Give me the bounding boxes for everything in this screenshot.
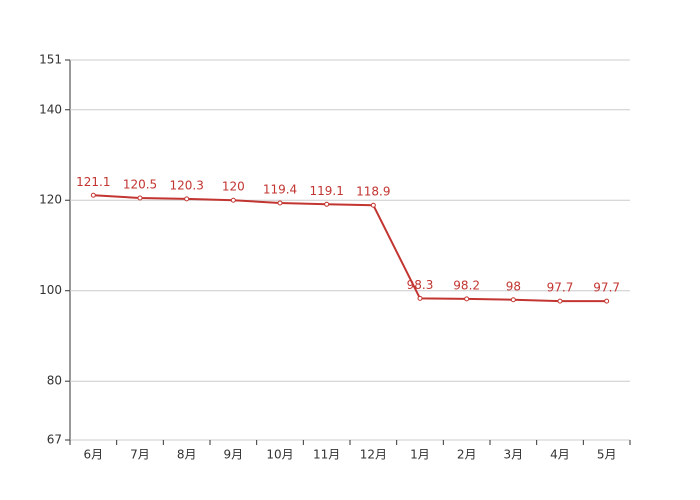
y-tick-label: 151 — [39, 53, 62, 67]
data-label: 120.5 — [123, 177, 157, 191]
data-label: 120.3 — [169, 178, 203, 192]
data-point — [184, 196, 190, 202]
data-label: 118.9 — [356, 185, 390, 199]
series-line — [93, 194, 607, 303]
x-tick-label: 11月 — [313, 448, 340, 462]
data-point — [464, 296, 470, 302]
x-tick-label: 6月 — [84, 448, 104, 462]
data-point — [90, 192, 96, 198]
x-tick-label: 8月 — [177, 448, 197, 462]
y-tick-label: 140 — [39, 102, 62, 116]
x-tick-label: 1月 — [410, 448, 430, 462]
x-tick-label: 2月 — [457, 448, 477, 462]
data-label: 119.1 — [309, 184, 343, 198]
data-point — [370, 202, 376, 208]
data-point — [277, 200, 283, 206]
data-point — [137, 195, 143, 201]
data-label: 98 — [506, 279, 521, 293]
x-tick-label: 10月 — [266, 448, 293, 462]
x-tick-label: 9月 — [224, 448, 244, 462]
data-label: 119.4 — [263, 182, 297, 196]
data-label: 98.2 — [453, 278, 480, 292]
data-label: 121.1 — [76, 175, 110, 189]
x-tick-label: 4月 — [550, 448, 570, 462]
x-tick-label: 3月 — [504, 448, 524, 462]
x-tick-label: 5月 — [597, 448, 617, 462]
x-tick-label: 7月 — [130, 448, 150, 462]
y-tick-label: 67 — [47, 433, 62, 447]
data-point — [324, 201, 330, 207]
x-tick-label: 12月 — [360, 448, 387, 462]
data-point — [510, 297, 516, 303]
y-tick-label: 80 — [47, 374, 62, 388]
data-point — [557, 298, 563, 304]
data-point — [604, 298, 610, 304]
data-point — [230, 197, 236, 203]
data-point — [417, 295, 423, 301]
data-label: 98.3 — [407, 278, 434, 292]
y-tick-label: 120 — [39, 193, 62, 207]
data-label: 97.7 — [547, 281, 574, 295]
y-tick-label: 100 — [39, 283, 62, 297]
data-label: 120 — [222, 180, 245, 194]
data-label: 97.7 — [593, 281, 620, 295]
